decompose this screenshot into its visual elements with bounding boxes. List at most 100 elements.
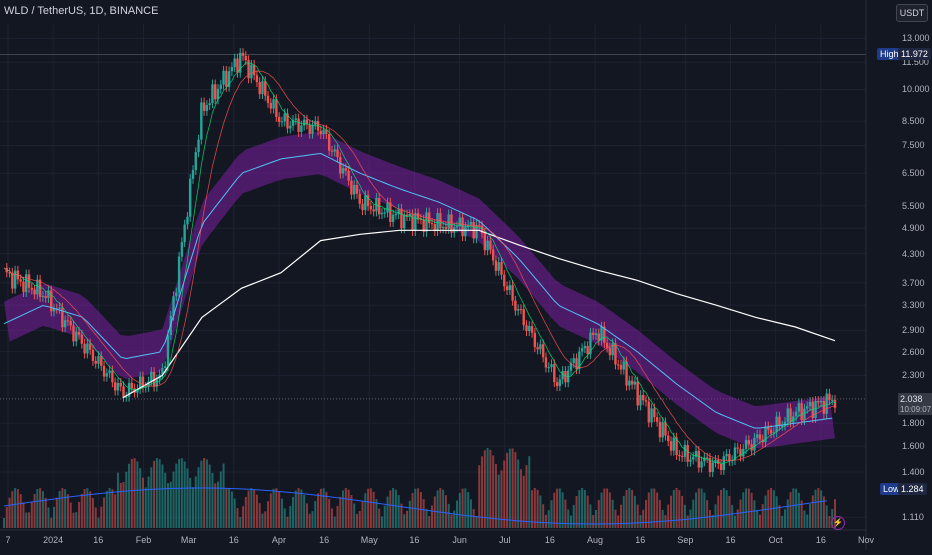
volume-bar xyxy=(745,488,748,528)
volume-bar xyxy=(380,516,383,528)
volume-bar xyxy=(817,488,820,528)
volume-bar xyxy=(69,502,72,528)
volume-bar xyxy=(94,507,97,528)
candle-body xyxy=(822,400,826,414)
candle-body xyxy=(125,396,128,398)
volume-bar xyxy=(569,515,572,528)
date-tick-label: Apr xyxy=(271,535,286,545)
candle-body xyxy=(636,381,639,406)
volume-bar xyxy=(403,514,406,528)
candle-body xyxy=(13,270,17,289)
candle-body xyxy=(119,382,122,387)
volume-bar xyxy=(111,489,114,528)
volume-bar xyxy=(633,495,636,528)
volume-bar xyxy=(205,459,208,528)
volume-bar xyxy=(236,508,239,528)
volume-bar xyxy=(292,496,295,528)
candle-body xyxy=(322,129,325,135)
candle-body xyxy=(558,379,562,387)
price-tick-label: 11.500 xyxy=(902,57,929,68)
volume-bar xyxy=(72,512,75,528)
price-tick-label: 5.500 xyxy=(902,200,925,211)
candle-body xyxy=(172,296,175,316)
volume-bar xyxy=(289,506,292,528)
candle-body xyxy=(25,274,28,293)
volume-bar xyxy=(275,488,278,528)
lightning-icon[interactable]: ⚡ xyxy=(831,516,845,530)
price-tick-label: 2.300 xyxy=(902,370,925,381)
candle-body xyxy=(80,334,84,344)
volume-bar xyxy=(442,489,445,528)
volume-bar xyxy=(339,496,342,528)
volume-bar xyxy=(47,507,50,528)
candle-body xyxy=(113,382,117,391)
candle-body xyxy=(383,212,386,214)
volume-bar xyxy=(389,490,392,528)
volume-bar xyxy=(141,477,144,528)
volume-bar xyxy=(186,468,189,528)
volume-bar xyxy=(297,488,300,528)
candle-body xyxy=(186,216,189,225)
volume-bar xyxy=(583,489,586,528)
price-tick-label: 10.000 xyxy=(902,84,930,95)
candle-body xyxy=(30,287,33,290)
candle-body xyxy=(333,149,336,152)
candle-body xyxy=(655,417,659,422)
candle-body xyxy=(461,217,464,237)
currency-button[interactable]: USDT xyxy=(896,4,928,22)
volume-bar xyxy=(417,488,420,528)
candle-body xyxy=(111,370,114,383)
volume-bar xyxy=(125,471,128,528)
candle-body xyxy=(592,332,595,335)
volume-bar xyxy=(428,516,431,528)
price-tick-label: 8.500 xyxy=(902,116,925,127)
volume-bar xyxy=(242,506,245,528)
volume-bar xyxy=(834,499,836,528)
volume-bar xyxy=(153,460,156,528)
candle-body xyxy=(225,70,228,87)
volume-bar xyxy=(322,488,325,528)
candle-body xyxy=(692,456,695,460)
candle-body xyxy=(541,344,545,358)
volume-bar xyxy=(575,496,578,528)
volume-bar xyxy=(444,495,447,528)
volume-bar xyxy=(64,489,67,528)
price-tick-label: 2.900 xyxy=(902,325,925,336)
candle-body xyxy=(286,113,289,129)
candle-body xyxy=(497,262,500,271)
symbol-title[interactable]: WLD / TetherUS, 1D, BINANCE xyxy=(4,5,159,17)
volume-bar xyxy=(355,513,358,528)
volume-bar xyxy=(722,488,725,528)
volume-bar xyxy=(503,460,506,528)
candle-body xyxy=(58,307,61,309)
candle-body xyxy=(672,437,676,451)
volume-bar xyxy=(511,448,514,528)
candle-body xyxy=(486,240,489,251)
candle-body xyxy=(108,370,111,374)
volume-bar xyxy=(589,504,592,528)
date-tick-label: 16 xyxy=(93,535,104,545)
volume-bar xyxy=(66,494,69,528)
candle-body xyxy=(380,212,384,215)
candle-body xyxy=(302,119,306,126)
volume-bar xyxy=(272,488,275,528)
candle-body xyxy=(444,226,448,229)
candle-body xyxy=(252,64,256,76)
price-axis[interactable]: 13.000 11.500 10.000 8.500 7.500 6.500 5.500 4.… xyxy=(866,0,932,550)
volume-bar xyxy=(105,490,108,528)
candle-body xyxy=(175,292,178,297)
volume-bar xyxy=(83,489,86,528)
candle-body xyxy=(700,461,703,468)
volume-bar xyxy=(108,488,111,528)
candle-body xyxy=(441,226,445,229)
volume-bar xyxy=(261,513,264,528)
volume-bar xyxy=(494,464,497,528)
volume-bar xyxy=(269,493,272,528)
candle-body xyxy=(530,326,534,333)
candle-body xyxy=(797,403,801,412)
volume-bar xyxy=(122,481,125,528)
ma-red-line xyxy=(3,70,836,462)
volume-bar xyxy=(197,467,200,528)
